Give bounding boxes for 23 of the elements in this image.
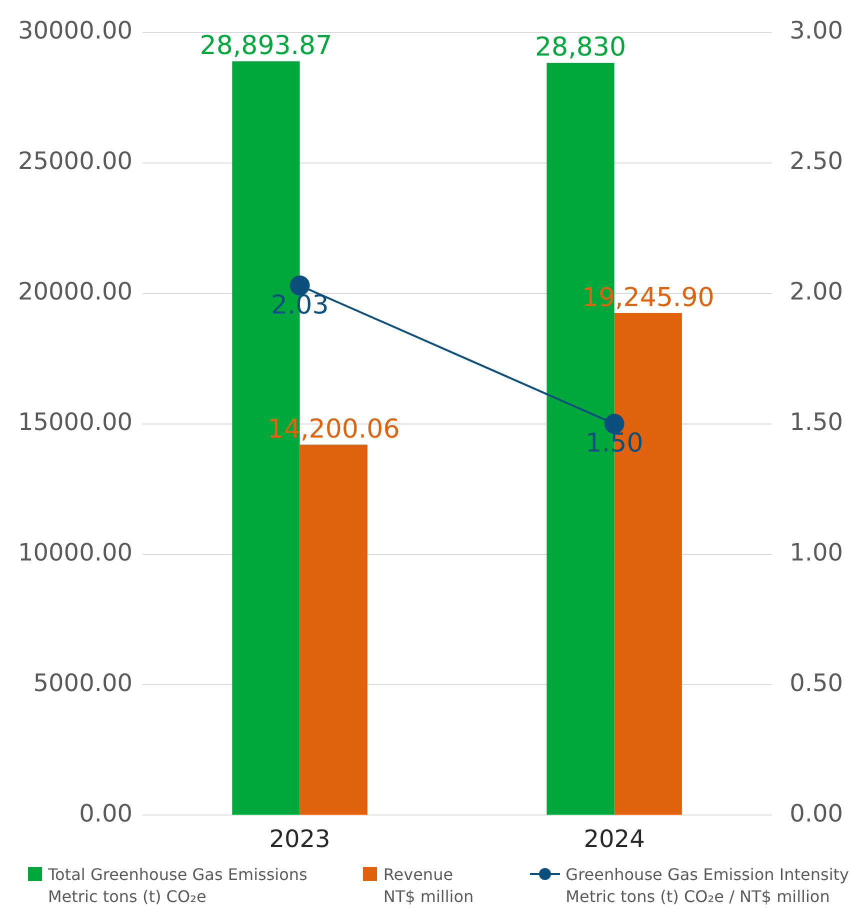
y-tick-label: 0.00 (79, 799, 133, 828)
y2-tick-label: 3.00 (790, 16, 843, 45)
y-tick-label: 5000.00 (33, 668, 133, 697)
data-label: 28,830 (534, 32, 626, 63)
legend-label: Revenue NT$ million (383, 864, 474, 908)
y-tick-label: 25000.00 (18, 147, 133, 176)
x-tick-label: 2023 (269, 824, 330, 853)
y-tick-label: 20000.00 (18, 278, 133, 306)
y2-tick-label: 0.00 (790, 799, 843, 828)
bar (300, 444, 368, 815)
data-label: 28,893.87 (200, 31, 332, 62)
legend-label: Greenhouse Gas Emission Intensity Metric tons (t) CO₂e / NT$ million (566, 864, 849, 908)
data-label: 2.03 (270, 290, 329, 320)
y-tick-label: 15000.00 (18, 408, 133, 436)
y2-tick-label: 0.50 (790, 668, 843, 697)
y-tick-label: 30000.00 (18, 16, 133, 45)
legend-label: Total Greenhouse Gas Emissions Metric tons (t) CO₂e (48, 864, 308, 908)
y2-tick-label: 1.00 (790, 538, 843, 566)
y2-tick-label: 2.00 (790, 278, 843, 306)
y2-tick-label: 1.50 (790, 408, 843, 436)
y-tick-label: 10000.00 (18, 538, 133, 566)
y2-tick-label: 2.50 (790, 147, 843, 176)
x-tick-label: 2024 (584, 824, 645, 853)
